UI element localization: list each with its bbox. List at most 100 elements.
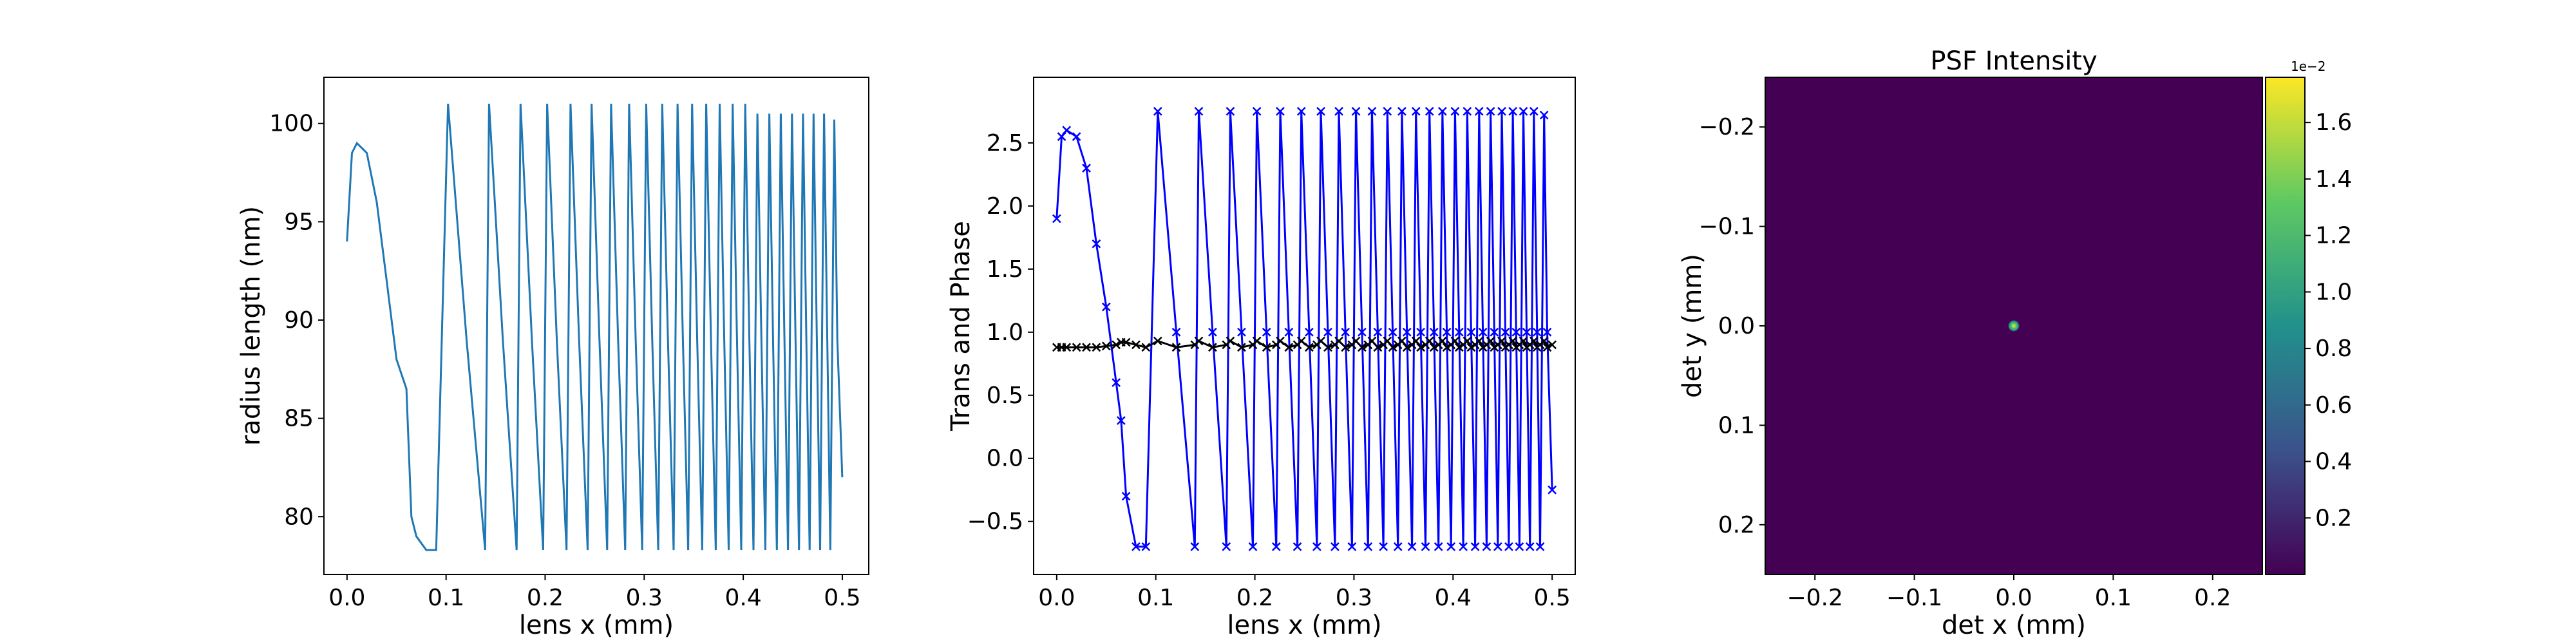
marker: [1407, 542, 1417, 551]
marker: [1519, 336, 1528, 346]
marker: [1208, 343, 1217, 352]
marker: [1252, 336, 1262, 346]
x-tick-label: 0.1: [1137, 585, 1174, 611]
marker: [1539, 336, 1549, 346]
marker: [1121, 337, 1131, 347]
marker: [1305, 343, 1314, 352]
marker: [1501, 327, 1510, 337]
marker: [1466, 343, 1476, 352]
marker: [1358, 327, 1367, 337]
marker: [1252, 107, 1262, 116]
marker: [1358, 343, 1367, 352]
marker: [1141, 343, 1151, 352]
x-tick-label: 0.5: [1534, 585, 1571, 611]
x-tick-label: 0.3: [626, 585, 663, 611]
marker: [1092, 239, 1101, 249]
marker: [1425, 107, 1434, 116]
y-tick-label: 0.5: [987, 383, 1023, 409]
y-tick-label: −0.1: [1699, 214, 1755, 240]
marker: [1293, 542, 1302, 551]
marker: [1393, 542, 1403, 551]
y-tick-label: 85: [284, 406, 314, 432]
marker: [1171, 343, 1181, 352]
marker: [1316, 107, 1325, 116]
marker: [1450, 107, 1460, 116]
marker: [1194, 107, 1204, 116]
marker: [1497, 107, 1506, 116]
marker: [1341, 343, 1350, 352]
marker: [1529, 336, 1539, 346]
x-tick-label: −0.1: [1886, 585, 1942, 611]
marker: [1402, 343, 1412, 352]
marker: [1450, 336, 1460, 346]
marker: [1388, 327, 1397, 337]
marker: [1284, 327, 1294, 337]
marker: [1421, 542, 1430, 551]
marker: [1101, 341, 1111, 351]
marker: [1072, 132, 1081, 141]
y-tick-label: 2.0: [987, 193, 1023, 220]
y-tick-label: 80: [284, 504, 314, 530]
marker: [1296, 336, 1306, 346]
marker: [1363, 542, 1373, 551]
y-tick-label: 90: [284, 307, 314, 334]
marker: [1284, 343, 1294, 352]
marker: [1222, 542, 1231, 551]
marker: [1519, 107, 1528, 116]
marker: [1262, 343, 1271, 352]
marker: [1367, 107, 1377, 116]
marker: [1437, 336, 1447, 346]
marker: [1248, 542, 1258, 551]
marker: [1434, 542, 1443, 551]
marker: [1323, 327, 1332, 337]
colorbar-tick-label: 1.0: [2315, 279, 2352, 305]
marker: [1226, 107, 1235, 116]
marker: [1463, 107, 1472, 116]
marker: [1397, 107, 1406, 116]
marker: [1478, 343, 1488, 352]
marker: [1373, 343, 1383, 352]
marker: [1305, 327, 1314, 337]
marker: [1276, 336, 1285, 346]
marker: [1522, 327, 1531, 337]
y-tick-label: −0.5: [967, 509, 1023, 535]
marker: [1153, 336, 1162, 346]
marker: [1442, 343, 1452, 352]
marker: [1478, 327, 1488, 337]
marker: [1057, 132, 1066, 141]
marker: [1316, 336, 1325, 346]
series-line: [1056, 111, 1553, 548]
marker: [1052, 214, 1061, 223]
marker: [1532, 327, 1542, 337]
marker: [1466, 327, 1476, 337]
marker: [1312, 542, 1321, 551]
marker: [1542, 343, 1552, 352]
marker: [1208, 327, 1217, 337]
marker: [1425, 336, 1434, 346]
marker: [1542, 327, 1552, 337]
marker: [1446, 542, 1456, 551]
marker: [1493, 542, 1502, 551]
x-axis-label: det x (mm): [1942, 611, 2086, 640]
psf-peak: [2008, 320, 2020, 332]
x-tick-label: 0.1: [2095, 585, 2132, 611]
marker: [1388, 343, 1397, 352]
axes-frame: [323, 77, 869, 575]
colorbar-tick-label: 0.6: [2315, 392, 2352, 419]
marker: [1331, 542, 1340, 551]
colorbar-tick-label: 1.4: [2315, 166, 2352, 193]
marker: [1525, 542, 1535, 551]
marker: [1082, 164, 1091, 173]
marker: [1226, 336, 1235, 346]
marker: [1397, 336, 1406, 346]
marker: [1459, 542, 1468, 551]
marker: [1548, 340, 1557, 350]
marker: [1351, 107, 1361, 116]
marker: [1508, 107, 1517, 116]
marker: [1535, 542, 1545, 551]
x-axis-label: lens x (mm): [519, 611, 674, 640]
x-tick-label: 0.0: [1038, 585, 1075, 611]
y-tick-label: 100: [269, 111, 314, 137]
axes-frame: [1033, 77, 1576, 575]
x-tick-label: 0.2: [2194, 585, 2231, 611]
